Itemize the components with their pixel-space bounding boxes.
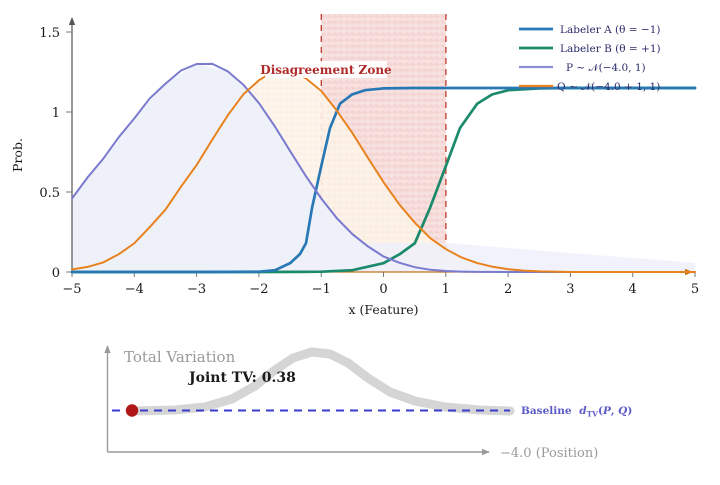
current-position-marker: [125, 404, 139, 417]
x-axis-label: x (Feature): [348, 302, 418, 317]
x-tick-label: −3: [187, 282, 206, 297]
x-tick-label: 4: [629, 282, 637, 297]
y-axis-ticks: [66, 31, 72, 273]
tv-curve: [128, 347, 515, 416]
disagreement-zone-label: Disagreement Zone: [260, 61, 392, 78]
x-tick-label: 0: [379, 282, 387, 297]
curve-gaussian-p: [71, 62, 696, 273]
bottom-y-axis-label: Total Variation: [124, 348, 236, 366]
legend-label-dist-p: P ∼ 𝒩(−4.0, 1): [566, 62, 646, 74]
main-plot-axes: −5 −4 −3 −2 −1 0 1 2 3 4 5 0 0.5 1 1.5 x…: [10, 17, 699, 317]
y-tick-label: 0.5: [39, 186, 60, 201]
legend-label-dist-q: Q ∼ 𝒩(−4.0 + 1, 1): [557, 81, 660, 93]
y-axis-label: Prob.: [10, 138, 25, 172]
x-tick-label: −2: [249, 282, 268, 297]
curve-gaussian-q: [71, 69, 696, 273]
svg-text:Baseline dTV(P, Q): Baseline dTV(P, Q): [521, 405, 632, 419]
x-tick-label: 2: [504, 282, 512, 297]
bottom-plot: Total Variation Joint TV: 0.38 −4.0 (Pos…: [104, 345, 632, 461]
curve-labeler-a: [70, 86, 697, 274]
x-tick-label: −1: [312, 282, 331, 297]
legend: Labeler A (θ = −1) Labeler B (θ = +1) P …: [519, 24, 661, 93]
x-tick-label: 3: [566, 282, 574, 297]
y-tick-label: 1.5: [39, 26, 60, 41]
y-tick-label: 0: [52, 266, 60, 281]
x-tick-label: 5: [691, 282, 699, 297]
legend-label-labeler-b: Labeler B (θ = +1): [560, 43, 661, 55]
bottom-x-axis-label: −4.0 (Position): [500, 446, 598, 461]
x-tick-label: 1: [442, 282, 450, 297]
legend-label-labeler-a: Labeler A (θ = −1): [560, 24, 660, 36]
x-tick-label: −5: [62, 282, 81, 297]
y-tick-label: 1: [52, 106, 60, 121]
x-tick-label: −4: [125, 282, 144, 297]
joint-tv-value: Joint TV: 0.38: [187, 370, 296, 386]
baseline-label-text: Baseline: [521, 405, 572, 417]
baseline-label: Baseline dTV(P, Q): [521, 405, 632, 419]
disagreement-zone-text: Disagreement Zone: [260, 63, 392, 77]
sigmoid-shade-wedge: [290, 243, 695, 272]
